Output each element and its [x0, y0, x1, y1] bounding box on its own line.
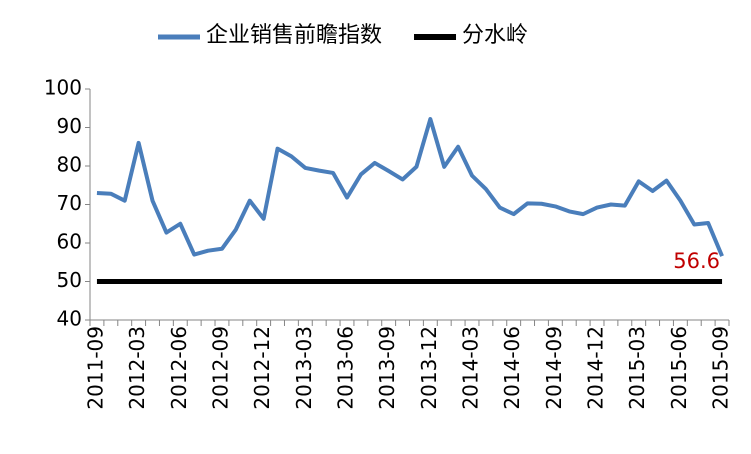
x-tick-label: 2012-09 — [208, 326, 232, 410]
x-tick-label: 2014-06 — [500, 326, 524, 410]
x-tick-label: 2013-03 — [292, 326, 316, 410]
x-tick-label: 2014-12 — [584, 326, 608, 410]
y-tick-label: 40 — [57, 307, 82, 331]
x-tick-label: 2015-09 — [709, 326, 733, 410]
y-tick-label: 90 — [57, 114, 82, 138]
x-tick-label: 2011-09 — [83, 326, 107, 410]
x-tick-label: 2013-06 — [333, 326, 357, 410]
x-tick-label: 2013-09 — [375, 326, 399, 410]
y-tick-label: 100 — [44, 76, 82, 100]
x-tick-label: 2012-03 — [125, 326, 149, 410]
x-tick-label: 2013-12 — [417, 326, 441, 410]
x-tick-label: 2014-09 — [542, 326, 566, 410]
y-tick-label: 60 — [57, 230, 82, 254]
x-tick-label: 2012-12 — [250, 326, 274, 410]
y-tick-label: 50 — [57, 268, 82, 292]
x-tick-label: 2015-03 — [625, 326, 649, 410]
y-tick-label: 70 — [57, 191, 82, 215]
y-tick-label: 80 — [57, 153, 82, 177]
x-tick-label: 2015-06 — [667, 326, 691, 410]
x-tick-label: 2014-03 — [459, 326, 483, 410]
series-line — [96, 117, 724, 257]
legend-label: 企业销售前瞻指数 — [206, 23, 382, 48]
legend-label: 分水岭 — [462, 23, 528, 48]
data-label: 56.6 — [673, 249, 720, 273]
x-tick-label: 2012-06 — [167, 326, 191, 410]
